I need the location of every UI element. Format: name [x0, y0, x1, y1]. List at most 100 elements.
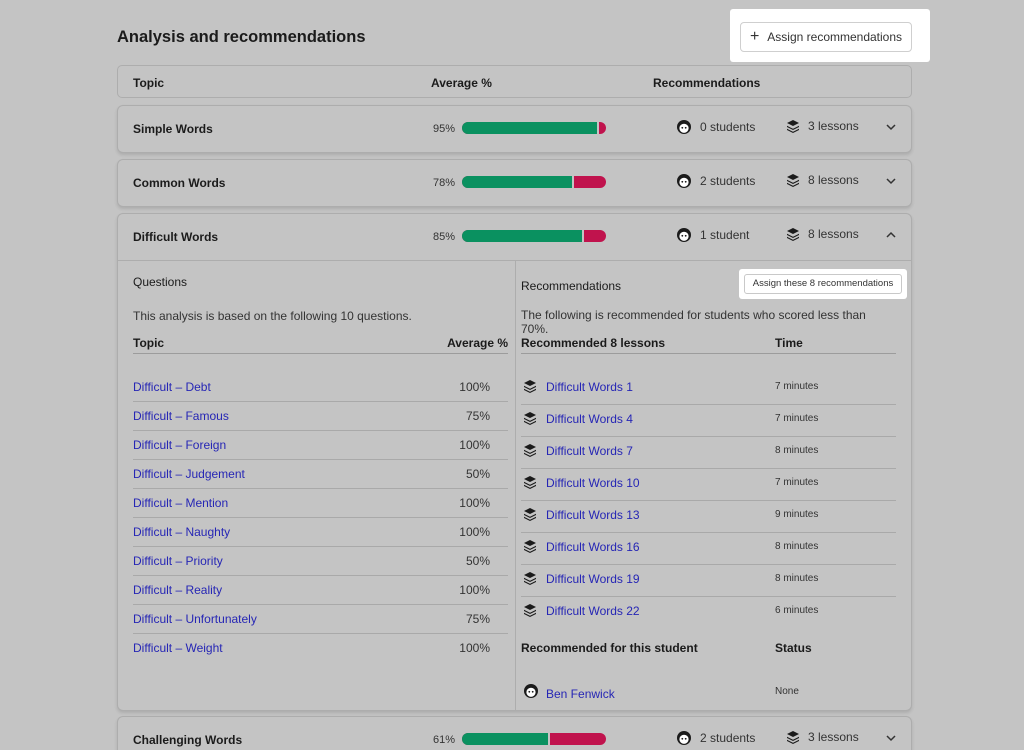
chevron-down-icon[interactable] [884, 731, 898, 745]
question-link[interactable]: Difficult – Unfortunately [133, 612, 257, 626]
lesson-row: Difficult Words 7 8 minutes [521, 437, 896, 469]
chevron-up-icon[interactable] [884, 228, 898, 242]
student-link[interactable]: Ben Fenwick [546, 687, 615, 701]
question-link[interactable]: Difficult – Weight [133, 641, 223, 655]
question-link[interactable]: Difficult – Famous [133, 409, 229, 423]
lessons-count[interactable]: 8 lessons [786, 173, 859, 187]
students-count[interactable]: 1 student [676, 227, 749, 243]
question-link[interactable]: Difficult – Naughty [133, 525, 231, 539]
question-link[interactable]: Difficult – Debt [133, 380, 211, 394]
question-average: 75% [465, 612, 490, 626]
lesson-row: Difficult Words 10 7 minutes [521, 469, 896, 501]
stack-layers-icon [523, 411, 537, 425]
average-bar-fill [462, 122, 599, 134]
topic-name: Challenging Words [133, 733, 243, 747]
student-col-name: Recommended for this student [521, 641, 698, 655]
average-bar-fill [462, 230, 585, 242]
lessons-table-header: Recommended 8 lessons Time [521, 336, 896, 354]
question-average: 100% [459, 380, 490, 394]
lesson-time: 9 minutes [775, 509, 819, 520]
lesson-link[interactable]: Difficult Words 19 [546, 572, 640, 586]
lesson-link[interactable]: Difficult Words 13 [546, 508, 640, 522]
question-average: 100% [459, 496, 490, 510]
question-average: 100% [459, 525, 490, 539]
students-count[interactable]: 2 students [676, 173, 755, 189]
chevron-down-icon[interactable] [884, 174, 898, 188]
lessons-count[interactable]: 8 lessons [786, 227, 859, 241]
stack-layers-icon [786, 173, 800, 187]
panel-divider [515, 261, 516, 710]
lesson-row: Difficult Words 4 7 minutes [521, 405, 896, 437]
question-row: Difficult – Reality 100% [133, 576, 508, 605]
question-row: Difficult – Judgement 50% [133, 460, 508, 489]
topic-average: 61% [432, 734, 455, 746]
question-link[interactable]: Difficult – Reality [133, 583, 223, 597]
topic-average: 78% [432, 177, 455, 189]
student-row: Ben Fenwick None [521, 683, 896, 707]
lesson-time: 7 minutes [775, 413, 819, 424]
topic-name: Common Words [133, 176, 226, 190]
lessons-count[interactable]: 3 lessons [786, 119, 859, 133]
students-label: 1 student [700, 228, 750, 242]
students-count[interactable]: 0 students [676, 119, 755, 135]
topic-row-header[interactable]: Difficult Words 85% 1 student 8 lessons [118, 214, 911, 260]
lesson-link[interactable]: Difficult Words 10 [546, 476, 640, 490]
questions-table-header: Topic Average % [133, 336, 508, 354]
question-row: Difficult – Mention 100% [133, 489, 508, 518]
question-link[interactable]: Difficult – Priority [133, 554, 223, 568]
students-count[interactable]: 2 students [676, 730, 755, 746]
student-face-icon [676, 730, 692, 746]
question-average: 75% [465, 409, 490, 423]
topic-card-challenging-words: Challenging Words 61% 2 students 3 lesso… [117, 716, 912, 750]
chevron-down-icon[interactable] [884, 120, 898, 134]
question-average: 100% [459, 438, 490, 452]
topic-row-header[interactable]: Simple Words 95% 0 students 3 lessons [118, 106, 911, 152]
students-label: 2 students [700, 174, 756, 188]
lesson-link[interactable]: Difficult Words 7 [546, 444, 633, 458]
lesson-row: Difficult Words 16 8 minutes [521, 533, 896, 565]
lesson-link[interactable]: Difficult Words 4 [546, 412, 633, 426]
lesson-time: 8 minutes [775, 445, 819, 456]
lesson-link[interactable]: Difficult Words 16 [546, 540, 640, 554]
students-label: 2 students [700, 731, 756, 745]
question-row: Difficult – Famous 75% [133, 402, 508, 431]
header-recommendations: Recommendations [653, 76, 761, 90]
lessons-count[interactable]: 3 lessons [786, 730, 859, 744]
question-row: Difficult – Unfortunately 75% [133, 605, 508, 634]
topic-row-header[interactable]: Challenging Words 61% 2 students 3 lesso… [118, 717, 911, 750]
topic-row-header[interactable]: Common Words 78% 2 students 8 lessons [118, 160, 911, 206]
question-link[interactable]: Difficult – Foreign [133, 438, 227, 452]
stack-layers-icon [786, 119, 800, 133]
lesson-row: Difficult Words 13 9 minutes [521, 501, 896, 533]
question-average: 100% [459, 583, 490, 597]
questions-list: Difficult – Debt 100% Difficult – Famous 7… [133, 373, 508, 663]
lessons-label: 8 lessons [808, 227, 859, 241]
lesson-row: Difficult Words 1 7 minutes [521, 373, 896, 405]
plus-icon: + [749, 28, 760, 45]
stack-layers-icon [523, 443, 537, 457]
lesson-link[interactable]: Difficult Words 1 [546, 380, 633, 394]
lesson-time: 8 minutes [775, 541, 819, 552]
stack-layers-icon [523, 571, 537, 585]
questions-col-topic: Topic [133, 336, 165, 350]
topic-name: Simple Words [133, 122, 213, 136]
question-row: Difficult – Naughty 100% [133, 518, 508, 547]
question-link[interactable]: Difficult – Judgement [133, 467, 245, 481]
questions-title: Questions [133, 275, 188, 289]
student-face-icon [676, 119, 692, 135]
average-bar-fill [462, 176, 575, 188]
students-label: 0 students [700, 120, 756, 134]
lesson-time: 7 minutes [775, 477, 819, 488]
question-link[interactable]: Difficult – Mention [133, 496, 229, 510]
recommendations-intro: The following is recommended for student… [521, 308, 866, 336]
assign-recommendations-button[interactable]: + Assign recommendations [740, 22, 912, 52]
question-row: Difficult – Debt 100% [133, 373, 508, 402]
lesson-link[interactable]: Difficult Words 22 [546, 604, 640, 618]
lessons-col-time: Time [775, 336, 803, 350]
student-status: None [775, 686, 799, 697]
topic-detail-panel: Questions This analysis is based on the … [118, 260, 911, 710]
average-bar [462, 176, 606, 188]
assign-these-recommendations-button[interactable]: Assign these 8 recommendations [744, 274, 902, 294]
question-row: Difficult – Priority 50% [133, 547, 508, 576]
stack-layers-icon [523, 539, 537, 553]
